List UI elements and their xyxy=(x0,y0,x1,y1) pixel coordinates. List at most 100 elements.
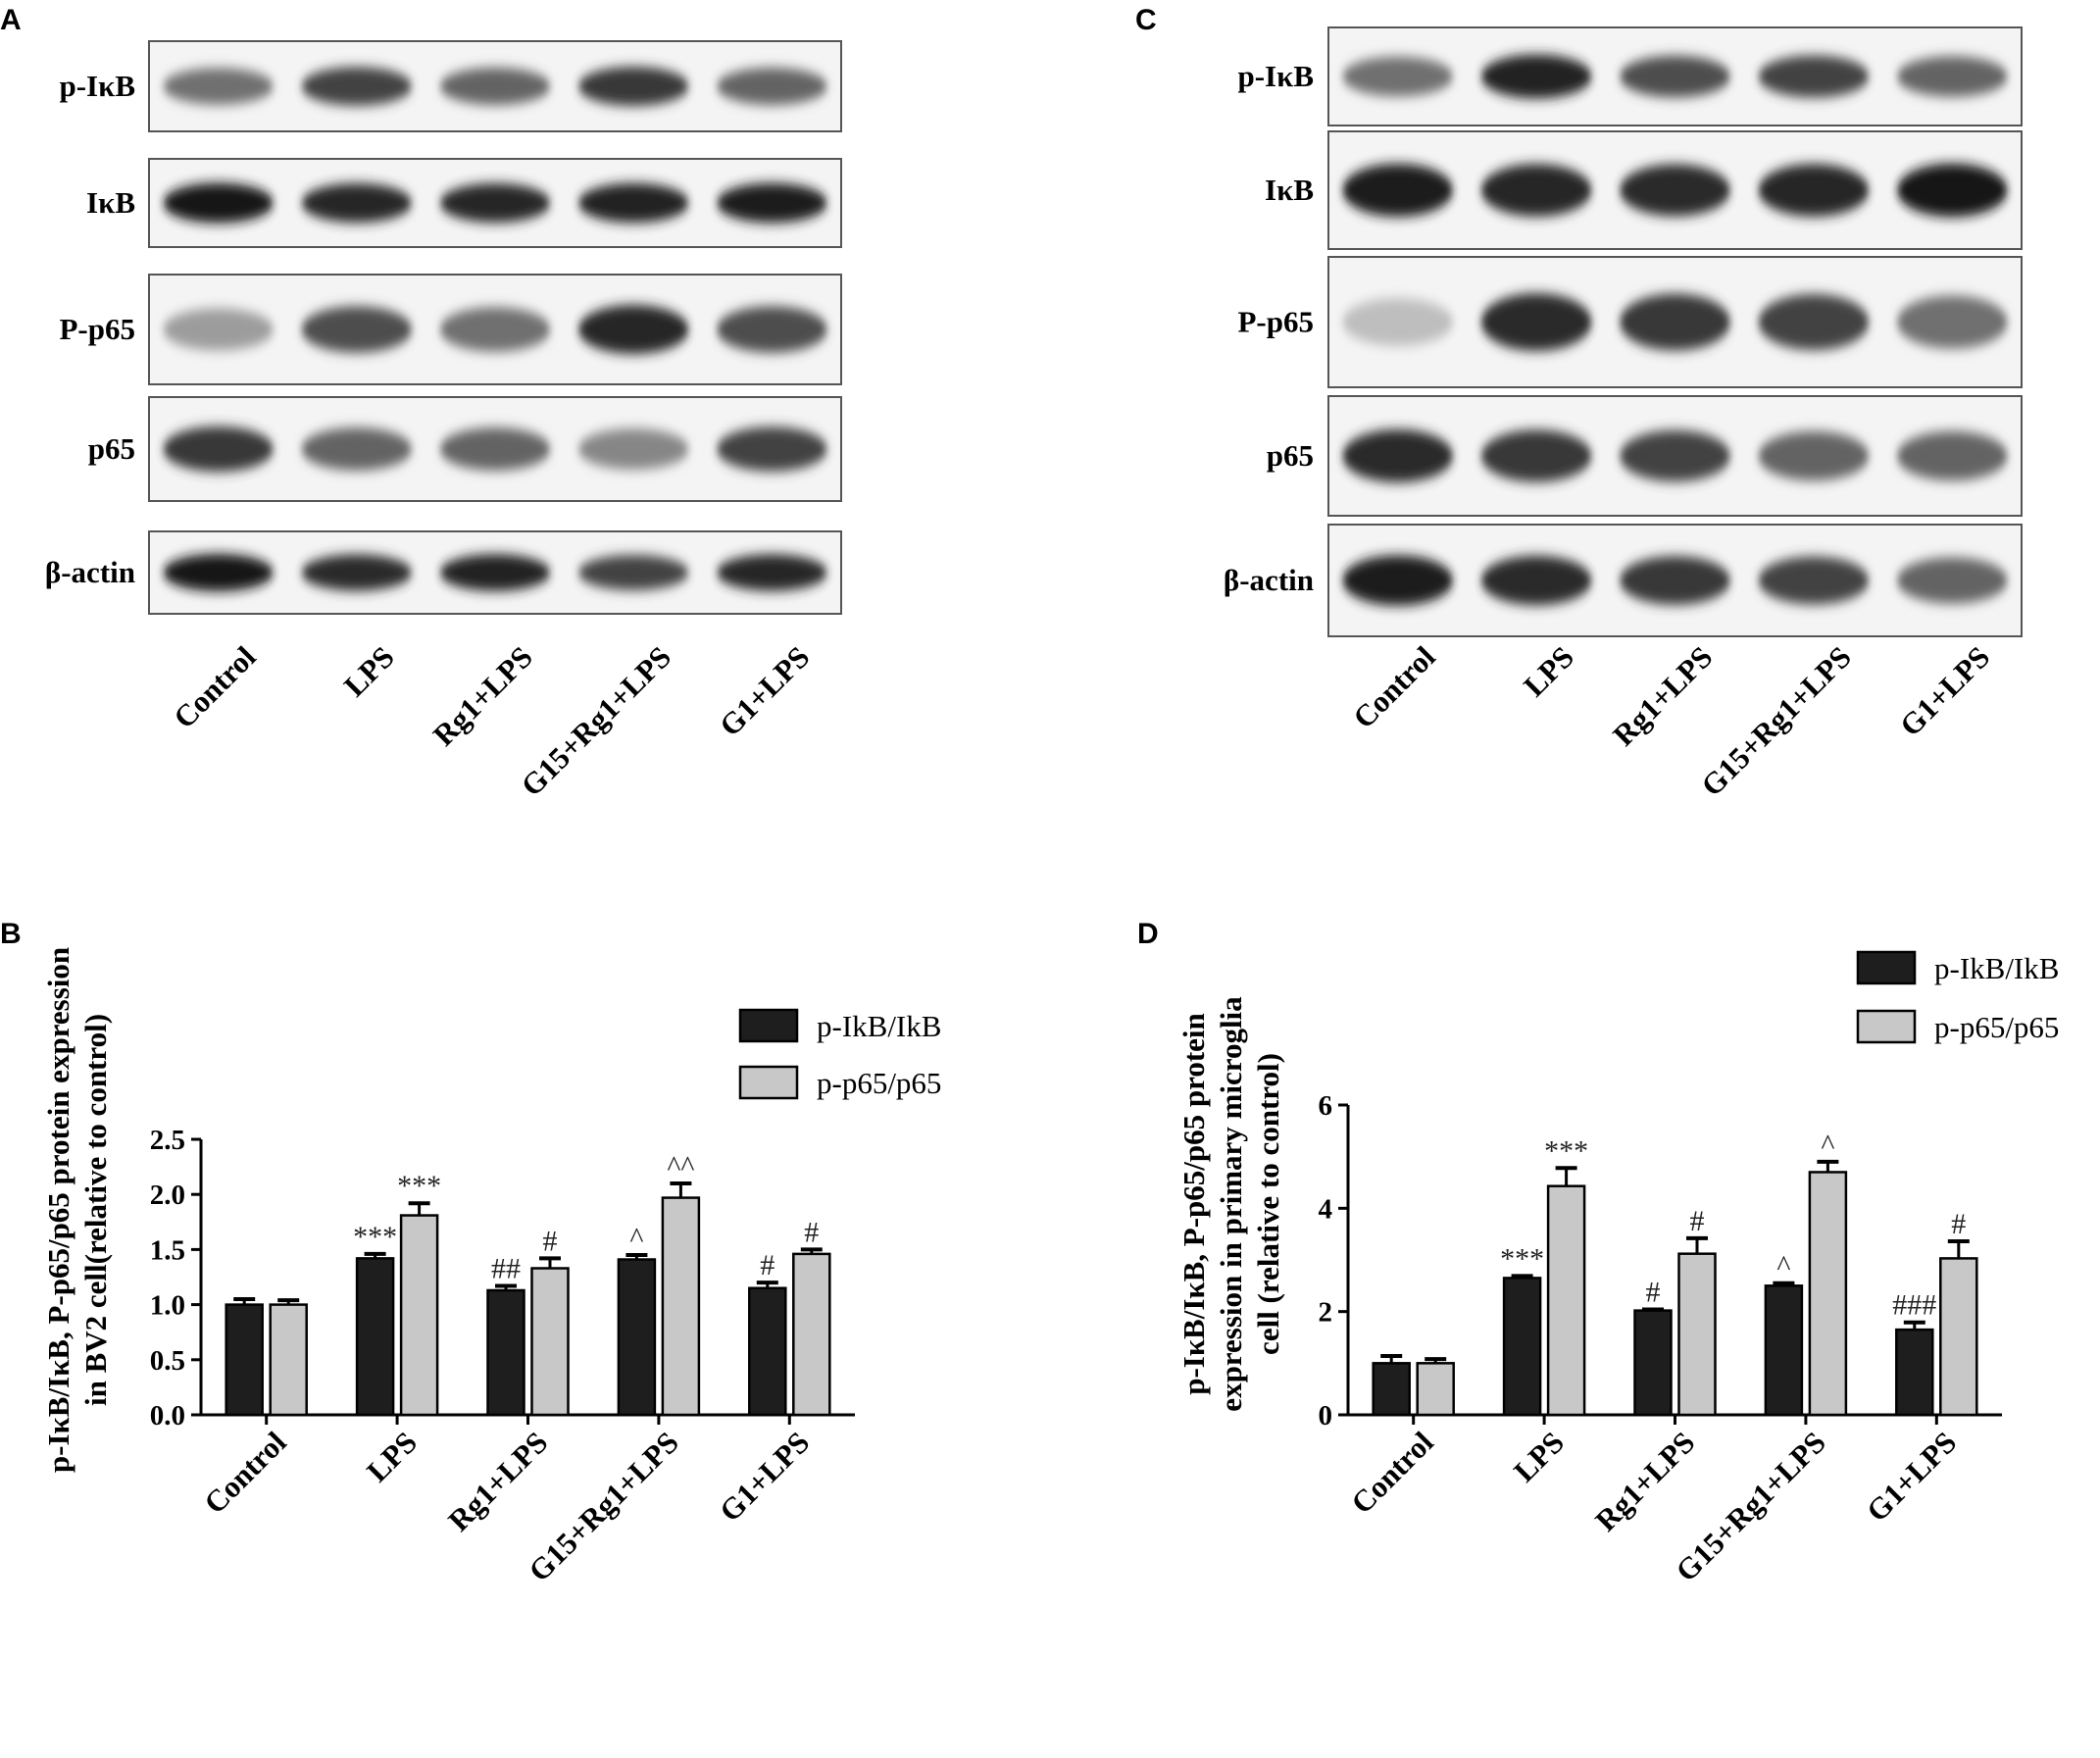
x-category-label: Rg1+LPS xyxy=(441,1425,554,1537)
blot-lane-label: Rg1+LPS xyxy=(426,639,539,752)
blot-band xyxy=(1619,55,1731,98)
panel-c-western-blot: C p-IκB IκB P-p65 p65 β-actin Control LPS Rg1+L… xyxy=(1135,4,2023,803)
significance-marker: *** xyxy=(1544,1134,1588,1167)
panel-c-letter: C xyxy=(1135,4,1157,36)
blot-band xyxy=(1758,164,1870,217)
blot-band xyxy=(1480,164,1592,217)
blot-c-strips: p-IκB IκB P-p65 p65 β-actin Control LPS Rg1+LPS… xyxy=(1224,26,2023,803)
chart-d: 0246Control******LPS##Rg1+LPS^^G15+Rg1+L… xyxy=(1176,950,2059,1588)
significance-marker: # xyxy=(1951,1208,1966,1240)
significance-marker: # xyxy=(760,1249,775,1281)
y-tick-label: 2.0 xyxy=(150,1180,185,1211)
bar xyxy=(530,1267,570,1417)
blot-band xyxy=(439,68,551,105)
blot-band xyxy=(1758,556,1870,605)
y-axis-label: expression in primary microglia xyxy=(1214,996,1248,1412)
x-category-label: Control xyxy=(197,1425,293,1521)
x-category-label: LPS xyxy=(1507,1425,1571,1488)
y-tick-label: 0 xyxy=(1319,1400,1333,1432)
blot-band xyxy=(1342,163,1454,218)
y-tick-label: 6 xyxy=(1319,1090,1333,1122)
blot-band xyxy=(716,427,827,472)
bar xyxy=(355,1257,395,1417)
blot-band xyxy=(577,428,689,470)
bar xyxy=(269,1303,308,1417)
blot-band xyxy=(1619,556,1731,605)
blot-band xyxy=(1619,429,1731,482)
bar xyxy=(748,1286,787,1417)
x-category-label: LPS xyxy=(360,1425,424,1488)
y-axis-label: p-IκB/IκB, P-p65/p65 protein xyxy=(1176,1013,1211,1395)
blot-band xyxy=(163,426,275,473)
panel-a-letter: A xyxy=(0,4,22,36)
significance-marker: ### xyxy=(1892,1289,1936,1322)
blot-lane-label: Control xyxy=(1346,639,1442,735)
bar xyxy=(1416,1362,1455,1417)
blot-row-label: β-actin xyxy=(1224,563,1314,597)
bar xyxy=(399,1214,439,1417)
panel-b-bar-chart: B 0.00.51.01.52.02.5Control******LPS###R… xyxy=(0,918,941,1588)
blot-band xyxy=(1342,429,1454,482)
panel-d-letter: D xyxy=(1137,918,1159,950)
blot-band xyxy=(1896,295,2008,349)
significance-marker: ## xyxy=(491,1252,521,1284)
y-axis-label: cell (relative to control) xyxy=(1251,1053,1285,1355)
significance-marker: *** xyxy=(1500,1242,1544,1275)
blot-lane-label: Control xyxy=(167,639,263,735)
blot-band xyxy=(716,182,827,224)
blot-band xyxy=(1758,55,1870,98)
legend-label: p-IkB/IkB xyxy=(1934,951,2059,985)
x-category-label: G1+LPS xyxy=(713,1425,816,1528)
blot-row-label: β-actin xyxy=(45,555,135,589)
blot-band xyxy=(716,68,827,105)
significance-marker: # xyxy=(1690,1205,1705,1237)
blot-band xyxy=(1480,293,1592,351)
y-axis-label: in BV2 cell(relative to control) xyxy=(78,1014,113,1406)
blot-row-label: p-IκB xyxy=(1237,59,1314,93)
bar xyxy=(1677,1252,1717,1417)
y-tick-label: 4 xyxy=(1319,1193,1333,1225)
blot-band xyxy=(1480,54,1592,99)
significance-marker: # xyxy=(543,1225,558,1257)
blot-band xyxy=(1758,430,1870,481)
y-tick-label: 1.0 xyxy=(150,1290,185,1322)
blot-band xyxy=(577,182,689,224)
bar xyxy=(1502,1277,1542,1417)
bar xyxy=(1633,1309,1673,1417)
blot-band xyxy=(163,308,275,351)
significance-marker: # xyxy=(804,1216,819,1248)
blot-band xyxy=(301,554,413,591)
blot-row-label: P-p65 xyxy=(60,312,136,346)
bar xyxy=(1939,1257,1978,1417)
y-tick-label: 0.5 xyxy=(150,1345,185,1377)
blot-band xyxy=(439,427,551,471)
panel-b-letter: B xyxy=(0,918,22,950)
blot-row-label: p-IκB xyxy=(59,69,135,103)
blot-band xyxy=(439,307,551,352)
blot-lane-label: Rg1+LPS xyxy=(1606,639,1719,752)
blot-row-label: p65 xyxy=(88,431,135,466)
blot-band xyxy=(1896,557,2008,604)
blot-band xyxy=(577,554,689,591)
y-tick-label: 2 xyxy=(1319,1297,1333,1329)
blot-band xyxy=(1758,293,1870,351)
legend-swatch xyxy=(1856,950,1917,985)
blot-band xyxy=(1896,430,2008,481)
blot-band xyxy=(1619,293,1731,351)
y-tick-label: 1.5 xyxy=(150,1234,185,1266)
blot-band xyxy=(301,182,413,224)
bar xyxy=(1764,1284,1804,1417)
panel-d-bar-chart: D 0246Control******LPS##Rg1+LPS^^G15+Rg1… xyxy=(1137,918,2059,1588)
panel-a-western-blot: A p-IκB IκB P-p65 p65 β-actin Control LPS Rg1+L… xyxy=(0,4,842,803)
blot-row-label: IκB xyxy=(86,185,135,220)
blot-band xyxy=(439,554,551,591)
blot-band xyxy=(1480,555,1592,606)
blot-band xyxy=(301,427,413,471)
legend-label: p-p65/p65 xyxy=(1934,1010,2059,1044)
blot-band xyxy=(301,306,413,353)
blot-band xyxy=(1896,56,2008,97)
bar xyxy=(617,1258,657,1417)
bar xyxy=(792,1252,831,1417)
blot-band xyxy=(716,554,827,591)
